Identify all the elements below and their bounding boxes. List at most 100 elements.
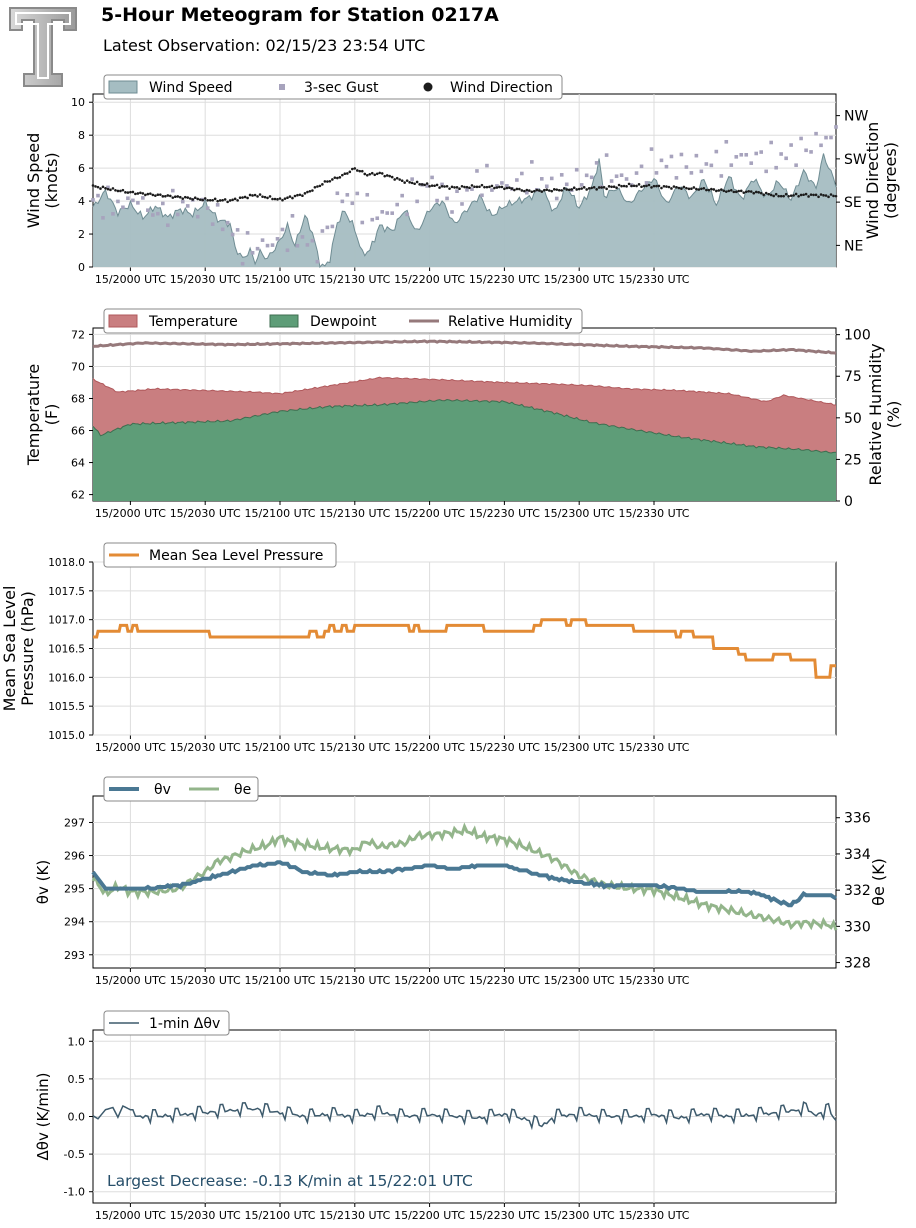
wind-direction-marker bbox=[525, 188, 529, 192]
temp-panel-ytick-label: 72 bbox=[71, 328, 85, 341]
wind-direction-marker bbox=[488, 185, 491, 189]
wind-panel-ytick-label: 2 bbox=[78, 228, 85, 241]
pressure-panel-xtick-label: 15/2100 UTC bbox=[244, 741, 315, 754]
wind-direction-marker bbox=[94, 185, 97, 188]
wind-direction-marker bbox=[443, 185, 446, 188]
pressure-panel-xtick-label: 15/2300 UTC bbox=[544, 741, 615, 754]
wind-direction-marker bbox=[323, 180, 327, 183]
gust-marker bbox=[96, 193, 100, 198]
temp-panel-ytick-label: 62 bbox=[71, 489, 85, 502]
pressure-legend: Mean Sea Level Pressure bbox=[103, 542, 337, 568]
pressure-panel-xtick-label: 15/2200 UTC bbox=[394, 741, 465, 754]
wind-direction-marker bbox=[173, 195, 177, 199]
wind-panel-xtick-label: 15/2000 UTC bbox=[95, 273, 166, 286]
wind-direction-marker bbox=[104, 186, 107, 190]
wind-direction-marker bbox=[754, 190, 758, 194]
wind-direction-marker bbox=[168, 194, 172, 198]
wind-direction-marker bbox=[438, 186, 441, 189]
gust-marker bbox=[400, 193, 404, 198]
wind-direction-marker bbox=[425, 182, 429, 185]
dtheta-panel-ytick-label: -0.5 bbox=[64, 1148, 85, 1161]
wind-direction-marker bbox=[560, 189, 564, 192]
wind-direction-marker bbox=[508, 186, 511, 190]
wind-direction-marker bbox=[744, 190, 748, 194]
wind-direction-marker bbox=[662, 185, 666, 188]
dtheta-panel-xtick-label: 15/2330 UTC bbox=[618, 1209, 689, 1222]
wind-direction-marker bbox=[722, 189, 726, 193]
wind-direction-marker bbox=[552, 188, 556, 191]
wind-direction-marker bbox=[523, 189, 526, 193]
wind-direction-marker bbox=[680, 187, 683, 190]
dtheta-panel-ytick-label: 0.0 bbox=[68, 1111, 86, 1124]
wind-direction-marker bbox=[617, 183, 621, 187]
wind-direction-marker bbox=[478, 185, 481, 189]
temp-panel-y2tick-label: 25 bbox=[844, 452, 862, 468]
wind-direction-marker bbox=[687, 187, 691, 191]
gust-marker bbox=[794, 163, 798, 167]
gust-marker bbox=[564, 182, 569, 187]
gust-marker bbox=[495, 184, 499, 188]
wind-direction-marker bbox=[420, 183, 424, 186]
dtheta-panel-xtick-label: 15/2300 UTC bbox=[544, 1209, 615, 1222]
gust-marker bbox=[789, 143, 793, 147]
wind-direction-marker bbox=[410, 181, 414, 185]
wind-direction-marker bbox=[757, 191, 761, 194]
wind-direction-marker bbox=[642, 184, 646, 188]
gust-marker bbox=[131, 198, 135, 203]
wind-direction-marker bbox=[705, 188, 708, 192]
wind-direction-marker bbox=[119, 189, 122, 193]
pressure-legend-box bbox=[103, 542, 337, 568]
gust-marker bbox=[470, 187, 474, 191]
legend-swatch bbox=[279, 84, 285, 90]
gust-marker bbox=[475, 169, 479, 173]
wind-panel-y2label: Wind Direction(degrees) bbox=[863, 122, 900, 240]
wind-direction-marker bbox=[415, 180, 419, 184]
gust-marker bbox=[779, 152, 783, 156]
legend-label: Mean Sea Level Pressure bbox=[149, 548, 323, 564]
wind-direction-marker bbox=[545, 188, 549, 192]
wind-direction-marker bbox=[682, 185, 686, 189]
gust-marker bbox=[829, 135, 833, 140]
wind-direction-marker bbox=[435, 183, 439, 187]
wind-panel-ytick-label: 8 bbox=[78, 129, 85, 142]
gust-marker bbox=[804, 148, 808, 153]
dtheta-legend: 1-min Δθv bbox=[103, 1010, 230, 1036]
wind-direction-marker bbox=[360, 169, 364, 173]
temp-panel-xtick-label: 15/2200 UTC bbox=[394, 507, 465, 520]
legend-label: 1-min Δθv bbox=[149, 1016, 220, 1032]
page-subtitle: Latest Observation: 02/15/23 23:54 UTC bbox=[103, 36, 426, 55]
gust-marker bbox=[101, 216, 105, 220]
wind-direction-marker bbox=[321, 183, 324, 186]
gust-marker bbox=[669, 154, 674, 159]
wind-direction-marker bbox=[355, 169, 359, 172]
wind-direction-marker bbox=[301, 194, 304, 198]
gust-marker bbox=[325, 225, 330, 230]
gust-marker bbox=[245, 231, 250, 235]
gust-marker bbox=[350, 201, 355, 206]
pressure-panel-xtick-label: 15/2230 UTC bbox=[469, 741, 540, 754]
gust-marker bbox=[300, 235, 305, 239]
wind-direction-marker bbox=[211, 198, 214, 202]
wind-panel-xtick-label: 15/2330 UTC bbox=[618, 273, 689, 286]
wind-direction-marker bbox=[483, 185, 486, 189]
wind-direction-marker bbox=[154, 194, 157, 197]
wind-direction-marker bbox=[159, 193, 162, 196]
wind-direction-marker bbox=[111, 187, 115, 190]
gust-marker bbox=[465, 188, 469, 192]
gust-marker bbox=[121, 205, 125, 210]
wind-direction-marker bbox=[707, 188, 711, 192]
wind-direction-marker bbox=[513, 188, 516, 192]
wind-direction-marker bbox=[804, 192, 808, 196]
gust-marker bbox=[644, 181, 649, 185]
wind-direction-marker bbox=[732, 190, 736, 194]
pressure-panel-ytick-label: 1016.0 bbox=[48, 672, 85, 684]
theta-panel-xtick-label: 15/2000 UTC bbox=[95, 974, 166, 987]
wind-direction-marker bbox=[351, 167, 354, 171]
wind-direction-marker bbox=[650, 186, 653, 189]
theta-panel-ytick-label: 293 bbox=[64, 949, 85, 962]
wind-panel-ytick-label: 0 bbox=[78, 261, 85, 274]
wind-direction-marker bbox=[296, 193, 299, 197]
wind-direction-marker bbox=[690, 187, 693, 191]
legend-label: Temperature bbox=[148, 314, 238, 330]
dtheta-panel-xtick-label: 15/2200 UTC bbox=[394, 1209, 465, 1222]
